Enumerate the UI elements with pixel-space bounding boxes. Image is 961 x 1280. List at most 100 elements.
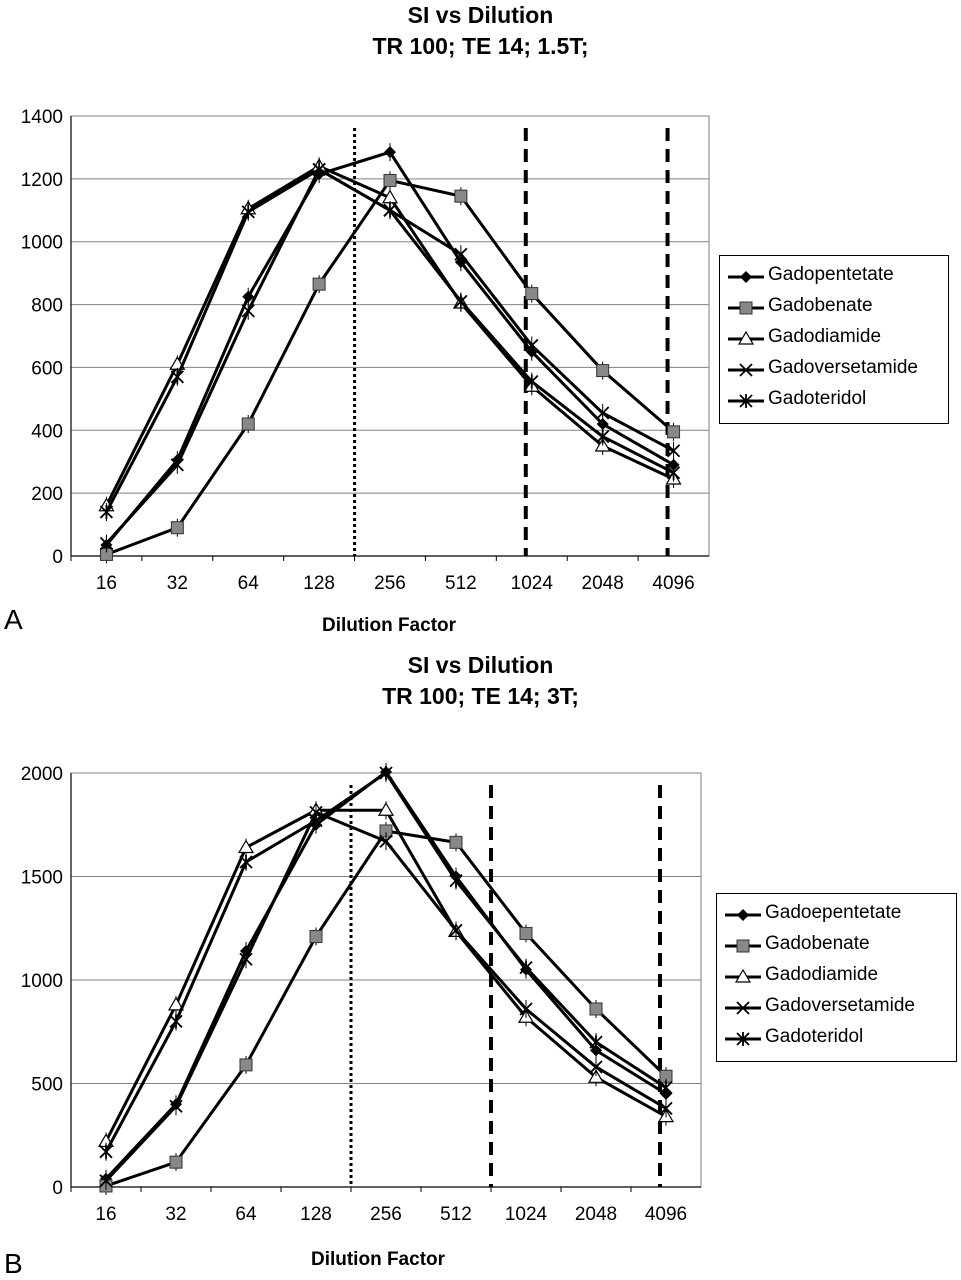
legend-key-gadoteridol	[728, 394, 764, 408]
legend-key-gadodiamide	[725, 968, 761, 983]
data-point-gadoteridol	[99, 505, 114, 519]
y-tick-label: 1400	[21, 107, 63, 128]
legend-key-gadopentetate	[728, 271, 764, 283]
data-point-gadobenate	[312, 277, 326, 291]
panel-label: A	[4, 604, 23, 635]
x-tick-label: 256	[370, 1204, 402, 1225]
data-point-gadoversetamide	[449, 923, 463, 937]
y-tick-label: 800	[31, 296, 63, 317]
data-point-gadoteridol	[379, 766, 393, 780]
legend-label: Gadopentetate	[768, 264, 894, 285]
data-point-gadoversetamide	[99, 536, 114, 551]
data-point-gadobenate	[241, 417, 255, 431]
x-tick-label: 128	[303, 573, 335, 594]
legend-label: Gadobenate	[768, 295, 873, 316]
data-point-gadoteridol	[383, 203, 397, 218]
data-point-gadoteridol	[312, 162, 326, 177]
line-chart-b: 0 500 1000 1500 2000 16 32 64 128 256 512 1024 2048 4…	[21, 762, 702, 1225]
x-tick-label: 64	[235, 1204, 257, 1225]
chart-title: SI vs Dilution TR 100; TE 14; 1.5T;	[0, 0, 961, 62]
data-point-gadoteridol	[596, 429, 610, 444]
legend-item-gadobenate: Gadobenate	[720, 293, 948, 324]
chart-title-line2: TR 100; TE 14; 1.5T;	[372, 33, 589, 59]
x-tick-label: 512	[445, 573, 477, 594]
legend-item-gadoversetamide: Gadoversetamide	[720, 355, 948, 386]
series-line-gadodiamide	[104, 808, 667, 1143]
x-tick-label: 2048	[575, 1204, 617, 1225]
legend-key-gadodiamide	[728, 330, 764, 345]
y-tick-label: 1000	[21, 971, 63, 992]
x-tick-label: 64	[238, 573, 260, 594]
legend-key-gadoteridol	[725, 1032, 761, 1046]
x-axis-label: Dilution Factor	[310, 1249, 446, 1270]
data-point-gadoteridol	[666, 465, 681, 480]
series-line-gadoversetamide	[104, 810, 667, 1182]
data-point-gadobenate	[667, 425, 681, 439]
y-tick-label: 1000	[21, 233, 63, 254]
x-tick-label: 32	[165, 1204, 186, 1225]
chart-title-line1: SI vs Dilution	[407, 652, 554, 678]
x-tick-label: 512	[440, 1204, 472, 1225]
data-point-gadodiamide	[167, 996, 185, 1011]
chart-title-line2: TR 100; TE 14; 3T;	[382, 683, 579, 709]
x-tick-label: 16	[96, 573, 117, 594]
data-point-gadoversetamide	[241, 304, 255, 318]
legend-item-gadoteridol: Gadoteridol	[717, 1024, 956, 1055]
data-point-gadobenate	[449, 835, 463, 849]
data-point-gadoversetamide	[525, 338, 539, 353]
data-point-gadodiamide	[377, 802, 395, 816]
data-point-gadoteridol	[241, 204, 255, 219]
x-tick-label: 1024	[511, 573, 554, 594]
x-tick-label: 256	[374, 573, 406, 594]
legend-label: Gadoversetamide	[765, 995, 915, 1016]
legend-marker-gadoversetamide	[736, 1001, 750, 1015]
legend-item-gadodiamide: Gadodiamide	[717, 962, 956, 993]
data-point-gadoteridol	[659, 1080, 673, 1095]
x-tick-label: 4096	[652, 573, 694, 594]
panel-label: B	[4, 1248, 23, 1279]
data-point-gadoteridol	[239, 855, 253, 870]
data-point-gadobenate	[239, 1058, 253, 1072]
series-gadoteridol	[99, 764, 673, 1161]
x-tick-label: 2048	[582, 573, 624, 594]
data-point-gadoversetamide	[589, 1060, 603, 1074]
data-point-gadoversetamide	[170, 458, 184, 472]
legend-label: Gadoversetamide	[768, 357, 918, 378]
legend-key-gadobenate	[728, 301, 764, 315]
legend-item-gadoteridol: Gadoteridol	[720, 386, 948, 417]
y-tick-label: 500	[31, 1075, 63, 1096]
legend-marker-gadobenate	[736, 939, 750, 953]
data-point-gadodiamide	[237, 839, 255, 854]
data-point-gadoteridol	[309, 813, 323, 828]
legend-label: Gadoteridol	[768, 388, 867, 409]
data-point-gadoversetamide	[596, 406, 610, 420]
x-tick-label: 1024	[505, 1204, 548, 1225]
x-axis-label: Dilution Factor	[321, 615, 457, 636]
data-point-gadoversetamide	[666, 444, 681, 458]
data-point-gadobenate	[589, 1002, 603, 1016]
legend-key-gadoversetamide	[728, 363, 764, 377]
legend-item-gadobenate: Gadobenate	[717, 931, 956, 962]
data-point-gadoteridol	[525, 374, 539, 389]
series-gadobenate	[99, 821, 673, 1195]
data-point-gadoteridol	[169, 1014, 183, 1029]
y-tick-label: 1500	[21, 868, 63, 889]
x-tick-label: 128	[300, 1204, 332, 1225]
legend-marker-gadoepentetate	[737, 909, 749, 921]
series-gadobenate	[99, 171, 681, 564]
chart-panel-b: SI vs Dilution TR 100; TE 14; 3T; 0 500 10…	[0, 640, 961, 1280]
legend-item-gadoversetamide: Gadoversetamide	[717, 993, 956, 1024]
chart-legend: Gadoepentetate Gadobenate Gadodiamide Gadov…	[716, 893, 957, 1062]
y-tick-label: 0	[52, 1178, 63, 1199]
legend-label: Gadodiamide	[768, 326, 882, 347]
y-tick-label: 600	[31, 358, 63, 379]
y-tick-label: 400	[31, 421, 63, 442]
data-point-gadoteridol	[454, 294, 468, 309]
series-gadoteridol	[99, 160, 681, 521]
legend-label: Gadobenate	[765, 933, 870, 954]
data-point-gadoteridol	[99, 1144, 113, 1159]
legend-marker-gadoteridol	[739, 394, 753, 408]
legend-key-gadobenate	[725, 939, 761, 953]
data-point-gadobenate	[596, 364, 610, 378]
data-point-gadobenate	[169, 1155, 183, 1169]
